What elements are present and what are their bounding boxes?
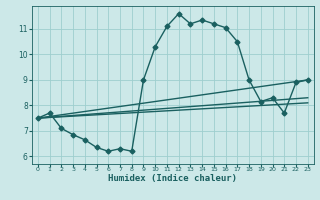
X-axis label: Humidex (Indice chaleur): Humidex (Indice chaleur) [108,174,237,183]
